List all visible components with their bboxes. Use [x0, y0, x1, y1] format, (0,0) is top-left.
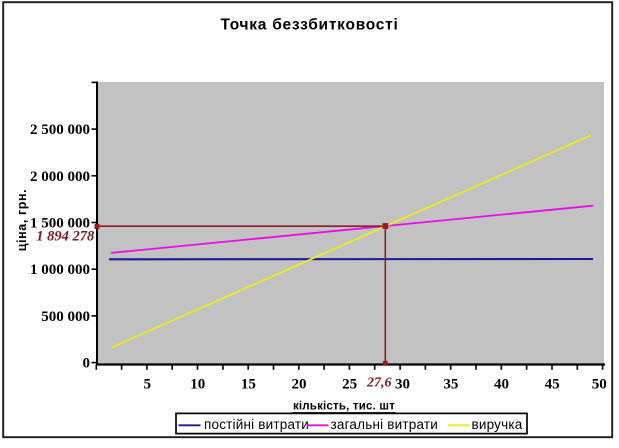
svg-text:30: 30 — [395, 377, 410, 393]
svg-text:15: 15 — [241, 377, 256, 393]
svg-text:40: 40 — [494, 377, 509, 393]
svg-text:ціна, грн.: ціна, грн. — [15, 189, 29, 251]
svg-text:2 500 000: 2 500 000 — [30, 122, 90, 138]
svg-text:0: 0 — [83, 356, 91, 372]
svg-text:500 000: 500 000 — [41, 309, 90, 325]
svg-text:Точка беззбитковості: Точка беззбитковості — [220, 16, 398, 33]
svg-text:5: 5 — [143, 377, 151, 393]
svg-text:35: 35 — [443, 377, 458, 393]
svg-text:27,6: 27,6 — [366, 375, 392, 390]
svg-text:виручка: виручка — [472, 417, 523, 432]
svg-text:10: 10 — [190, 377, 205, 393]
svg-text:1 000 000: 1 000 000 — [30, 262, 90, 278]
svg-text:50: 50 — [592, 377, 607, 393]
svg-text:25: 25 — [342, 377, 357, 393]
svg-text:45: 45 — [545, 377, 560, 393]
svg-text:кількість, тис. шт: кількість, тис. шт — [293, 401, 395, 413]
svg-text:1 894 278: 1 894 278 — [36, 228, 95, 244]
svg-text:2 000 000: 2 000 000 — [30, 169, 90, 185]
svg-text:постійні витрати: постійні витрати — [204, 417, 309, 432]
svg-text:загальні витрати: загальні витрати — [331, 417, 439, 432]
svg-text:20: 20 — [292, 377, 307, 393]
